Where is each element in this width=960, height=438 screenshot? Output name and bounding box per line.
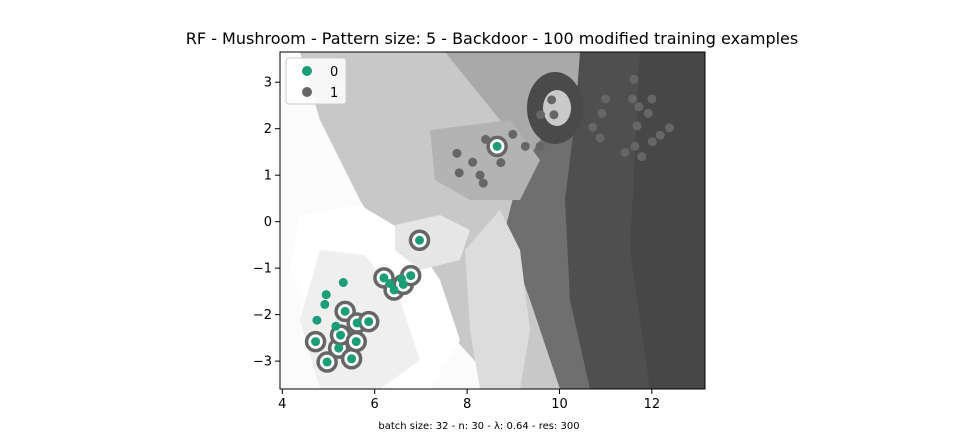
y-tick-label: −2 xyxy=(253,308,272,323)
y-tick-label: 1 xyxy=(264,169,272,184)
legend: 0 1 xyxy=(285,57,347,105)
y-tick-label: −1 xyxy=(253,262,272,277)
legend-marker-1 xyxy=(302,87,312,97)
point-class-1 xyxy=(630,141,640,151)
plot-frame xyxy=(279,51,706,390)
point-class-0 xyxy=(334,343,344,353)
plot-area xyxy=(279,51,706,390)
point-class-1 xyxy=(475,170,485,180)
y-tick-label: 3 xyxy=(264,76,272,91)
point-class-0 xyxy=(364,317,374,327)
point-class-0 xyxy=(320,299,330,309)
point-class-0 xyxy=(347,354,357,364)
point-class-1 xyxy=(478,178,488,188)
chart-caption: batch size: 32 - n: 30 - λ: 0.64 - res: … xyxy=(378,421,579,432)
point-class-1 xyxy=(508,129,518,139)
legend-label-0: 0 xyxy=(330,65,338,80)
point-class-0 xyxy=(492,141,502,151)
point-class-1 xyxy=(664,123,674,133)
point-class-0 xyxy=(322,357,332,367)
y-tick-label: −3 xyxy=(253,355,272,370)
x-tick-label: 12 xyxy=(644,397,661,412)
point-class-1 xyxy=(520,141,530,151)
point-class-0 xyxy=(379,273,389,283)
point-class-0 xyxy=(351,337,361,347)
point-class-0 xyxy=(415,235,425,245)
point-class-1 xyxy=(454,168,464,178)
point-class-0 xyxy=(321,290,331,300)
point-class-1 xyxy=(549,110,559,120)
point-class-1 xyxy=(536,110,546,120)
y-tick-label: 0 xyxy=(264,215,272,230)
point-class-1 xyxy=(595,133,605,143)
point-class-0 xyxy=(331,321,341,331)
point-class-1 xyxy=(632,121,642,131)
legend-label-1: 1 xyxy=(330,86,338,101)
point-class-1 xyxy=(627,94,637,104)
y-axis: −3 −2 −1 0 1 2 3 xyxy=(253,76,280,370)
point-class-0 xyxy=(396,274,406,284)
point-class-0 xyxy=(389,285,399,295)
points-layer xyxy=(304,74,674,373)
point-class-0 xyxy=(385,278,395,288)
point-class-0 xyxy=(336,330,346,340)
point-class-1 xyxy=(496,158,506,168)
point-class-1 xyxy=(634,102,644,112)
point-class-1 xyxy=(597,108,607,118)
point-class-0 xyxy=(352,318,362,328)
legend-box xyxy=(285,57,347,105)
x-tick-label: 10 xyxy=(551,397,568,412)
x-axis: 4 6 8 10 12 xyxy=(278,389,660,412)
point-class-1 xyxy=(637,152,647,162)
point-class-1 xyxy=(647,94,657,104)
point-class-0 xyxy=(406,271,416,281)
x-tick-label: 6 xyxy=(371,397,379,412)
point-class-0 xyxy=(340,306,350,316)
point-class-0 xyxy=(338,278,348,288)
point-class-1 xyxy=(535,141,545,151)
point-class-1 xyxy=(643,108,653,118)
chart-title: RF - Mushroom - Pattern size: 5 - Backdo… xyxy=(186,29,798,48)
point-class-0 xyxy=(312,315,322,325)
point-class-1 xyxy=(468,157,478,167)
point-class-1 xyxy=(588,122,598,132)
point-class-1 xyxy=(620,147,630,157)
point-class-1 xyxy=(647,137,657,147)
point-class-1 xyxy=(547,95,557,105)
y-tick-label: 2 xyxy=(264,122,272,137)
x-tick-label: 4 xyxy=(278,397,286,412)
point-class-1 xyxy=(452,148,462,158)
x-tick-label: 8 xyxy=(463,397,471,412)
point-class-0 xyxy=(311,337,321,347)
legend-marker-0 xyxy=(302,66,312,76)
point-class-1 xyxy=(601,94,611,104)
point-class-1 xyxy=(655,130,665,140)
point-class-1 xyxy=(629,74,639,84)
